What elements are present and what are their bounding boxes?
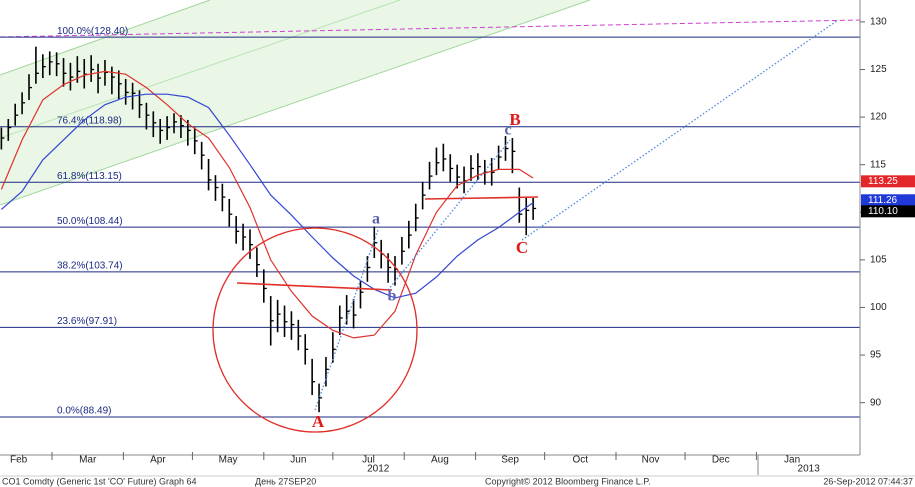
price-tag: [861, 175, 915, 188]
y-tick-label: 115: [870, 159, 886, 170]
y-tick-label: 120: [870, 112, 887, 123]
year-label: 2013: [798, 464, 821, 475]
level-label: 38.2%(103.74): [57, 260, 123, 271]
level-label: 76.4%(118.98): [57, 115, 122, 126]
status-timestamp: 26-Sep-2012 07:44:37: [823, 476, 913, 486]
x-tick-label: Aug: [431, 455, 449, 466]
x-tick-label: Dec: [712, 455, 730, 466]
y-tick-label: 105: [870, 255, 887, 266]
wave-label: a: [372, 211, 380, 228]
x-tick-label: May: [219, 455, 238, 466]
projection-line: [521, 19, 839, 241]
status-security: CO1 Comdty (Generic 1st 'CO' Future) Gra…: [2, 476, 197, 486]
wave-label: A: [312, 412, 325, 431]
wave-line: [387, 139, 511, 291]
wave-line: [314, 229, 379, 411]
price-tag-label: 111.26: [868, 195, 898, 206]
y-tick-label: 100: [870, 302, 887, 313]
neckline: [236, 282, 393, 291]
price-tag: [861, 205, 915, 218]
trend-line: [0, 19, 861, 38]
price-tag-label: 110.10: [868, 206, 898, 217]
wave-label: b: [388, 288, 397, 305]
status-bar: CO1 Comdty (Generic 1st 'CO' Future) Gra…: [0, 475, 915, 486]
price-tag-label: 113.25: [868, 176, 898, 187]
price-tag: [861, 194, 915, 207]
y-tick-label: 95: [870, 350, 882, 361]
wave-label: C: [516, 238, 528, 257]
wave-label: c: [504, 122, 511, 139]
status-copyright: Copyright© 2012 Bloomberg Finance L.P.: [485, 476, 651, 486]
pattern-circle: [212, 227, 418, 433]
year-label: 2012: [367, 464, 390, 475]
x-tick-label: Jul: [362, 455, 375, 466]
wave-label: B: [509, 110, 520, 129]
x-tick-label: Jan: [784, 455, 800, 466]
channel-line: [0, 0, 401, 139]
x-tick-label: Sep: [501, 455, 519, 466]
neckline: [424, 196, 539, 200]
x-tick-label: Oct: [573, 455, 589, 466]
y-tick-label: 130: [870, 17, 887, 28]
x-tick-label: Mar: [79, 455, 97, 466]
level-label: 50.0%(108.44): [57, 216, 123, 227]
moving-average: [1, 93, 534, 299]
level-label: 61.8%(113.15): [57, 171, 122, 182]
level-label: 0.0%(88.49): [57, 406, 111, 417]
x-tick-label: Feb: [10, 455, 28, 466]
status-date: День 27SEP20: [255, 476, 316, 486]
channel-line: [0, 0, 591, 206]
y-tick-label: 125: [870, 64, 887, 75]
x-tick-label: Apr: [150, 455, 166, 466]
x-tick-label: Nov: [642, 455, 660, 466]
level-label: 100.0%(128.40): [57, 26, 128, 37]
y-tick-label: 90: [870, 397, 882, 408]
x-tick-label: Jun: [290, 455, 306, 466]
moving-average: [0, 70, 534, 339]
level-label: 23.6%(97.91): [57, 316, 117, 327]
